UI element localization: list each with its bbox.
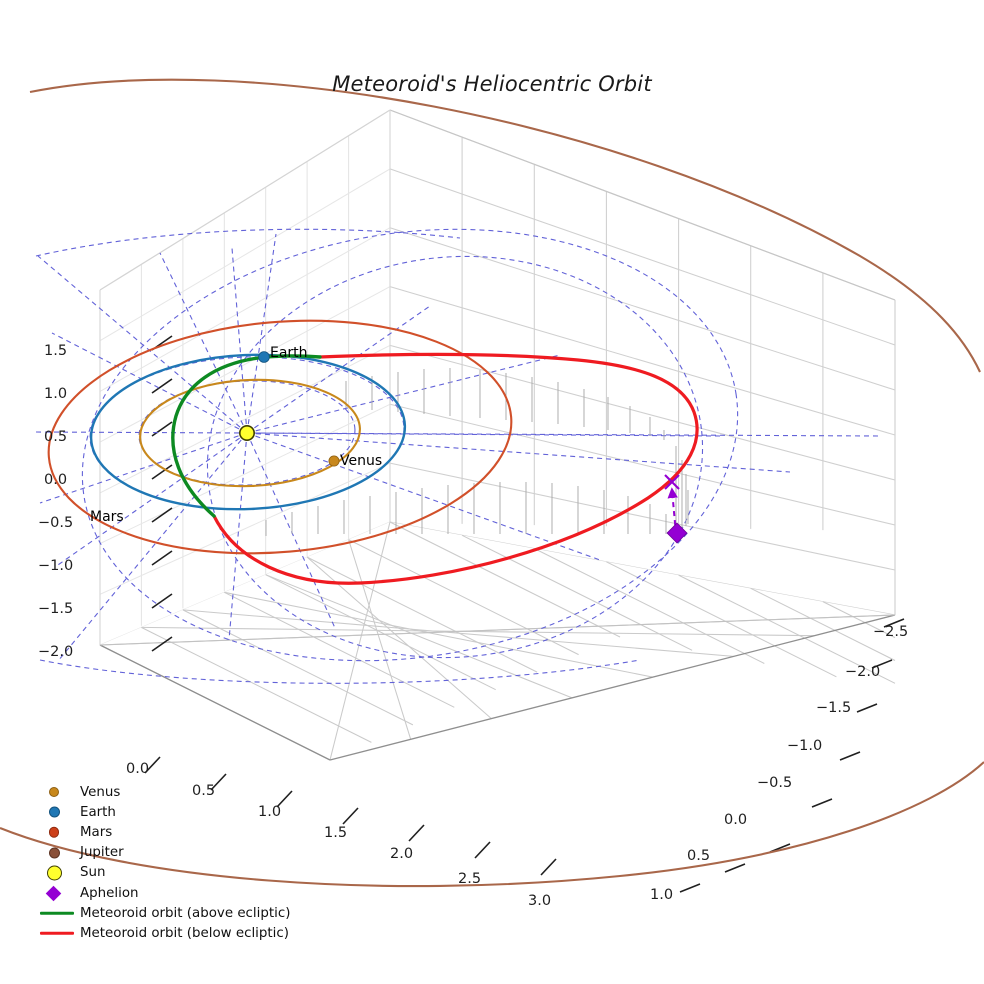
z-tick-2: 0.5 bbox=[44, 429, 68, 445]
legend-marker-mars-icon bbox=[34, 822, 80, 842]
x-tick-1: 0.5 bbox=[192, 783, 216, 799]
x-tick-6: 3.0 bbox=[528, 893, 552, 909]
z-tick-4: −0.5 bbox=[38, 515, 74, 531]
legend-marker-below-ecliptic-icon bbox=[34, 923, 80, 943]
meteoroid-orbit-below-ecliptic bbox=[212, 352, 699, 585]
orbit-jupiter bbox=[0, 78, 984, 888]
legend-marker-venus-icon bbox=[34, 782, 80, 802]
y-tick-6: −2.0 bbox=[845, 664, 881, 680]
page-title: Meteoroid's Heliocentric Orbit bbox=[332, 72, 652, 96]
z-tick-0: 1.5 bbox=[44, 343, 68, 359]
legend-item-aphelion[interactable]: Aphelion bbox=[34, 883, 296, 903]
meteoroid-orbit-above-ecliptic bbox=[171, 354, 322, 518]
legend-item-below-ecliptic[interactable]: Meteoroid orbit (below ecliptic) bbox=[34, 923, 296, 943]
legend-label-venus: Venus bbox=[80, 784, 121, 800]
legend-label-jupiter: Jupiter bbox=[80, 845, 124, 861]
orbit-mars bbox=[47, 319, 513, 555]
legend-item-venus[interactable]: Venus bbox=[34, 782, 296, 802]
legend-marker-jupiter-icon bbox=[34, 843, 80, 863]
aphelion-arrow bbox=[667, 487, 678, 535]
legend-label-mars: Mars bbox=[80, 824, 113, 840]
legend-item-above-ecliptic[interactable]: Meteoroid orbit (above ecliptic) bbox=[34, 903, 296, 923]
axes-pane-back-right bbox=[389, 109, 896, 616]
legend-item-earth[interactable]: Earth bbox=[34, 802, 296, 822]
y-tick-2: 0.0 bbox=[724, 812, 748, 828]
legend-label-sun: Sun bbox=[80, 865, 106, 881]
x-tick-0: 0.0 bbox=[126, 761, 150, 777]
y-tick-7: −2.5 bbox=[873, 624, 909, 640]
y-tick-0: 1.0 bbox=[650, 887, 674, 903]
legend-label-aphelion: Aphelion bbox=[80, 885, 139, 901]
axes-pane-floor bbox=[99, 521, 896, 761]
x-tick-2: 1.0 bbox=[258, 804, 282, 820]
aphelion-group bbox=[664, 474, 688, 544]
aphelion-x-marker bbox=[664, 474, 680, 490]
orbit-earth bbox=[89, 353, 407, 511]
stem-lines bbox=[265, 368, 689, 536]
y-tick-1: 0.5 bbox=[687, 848, 711, 864]
x-tick-4: 2.0 bbox=[390, 846, 414, 862]
legend: Venus Earth Mars Jupiter Sun bbox=[34, 782, 296, 944]
venus-marker[interactable] bbox=[328, 455, 340, 467]
axis-ticks-z bbox=[151, 335, 173, 652]
axis-ticks-x bbox=[144, 756, 557, 876]
z-tick-3: 0.0 bbox=[44, 472, 68, 488]
z-tick-1: 1.0 bbox=[44, 386, 68, 402]
orbit-venus bbox=[139, 378, 361, 488]
mars-label: Mars bbox=[90, 509, 124, 525]
z-tick-5: −1.0 bbox=[38, 558, 74, 574]
legend-item-mars[interactable]: Mars bbox=[34, 822, 296, 842]
legend-label-below-ecliptic: Meteoroid orbit (below ecliptic) bbox=[80, 925, 289, 941]
legend-marker-aphelion-icon bbox=[34, 883, 80, 903]
legend-label-earth: Earth bbox=[80, 804, 116, 820]
legend-marker-earth-icon bbox=[34, 802, 80, 822]
legend-marker-above-ecliptic-icon bbox=[34, 903, 80, 923]
sun-marker[interactable] bbox=[239, 424, 256, 441]
legend-item-sun[interactable]: Sun bbox=[34, 863, 296, 883]
venus-label: Venus bbox=[340, 453, 383, 469]
y-tick-4: −1.0 bbox=[787, 738, 823, 754]
x-tick-3: 1.5 bbox=[324, 825, 348, 841]
legend-item-jupiter[interactable]: Jupiter bbox=[34, 843, 296, 863]
z-tick-7: −2.0 bbox=[38, 644, 74, 660]
earth-label: Earth bbox=[270, 345, 308, 361]
y-tick-3: −0.5 bbox=[757, 775, 793, 791]
z-tick-6: −1.5 bbox=[38, 601, 74, 617]
legend-label-above-ecliptic: Meteoroid orbit (above ecliptic) bbox=[80, 905, 291, 921]
earth-marker[interactable] bbox=[258, 351, 270, 363]
legend-marker-sun-icon bbox=[34, 863, 80, 883]
aphelion-diamond-marker[interactable] bbox=[666, 522, 688, 544]
x-tick-5: 2.5 bbox=[458, 871, 482, 887]
y-tick-5: −1.5 bbox=[816, 700, 852, 716]
